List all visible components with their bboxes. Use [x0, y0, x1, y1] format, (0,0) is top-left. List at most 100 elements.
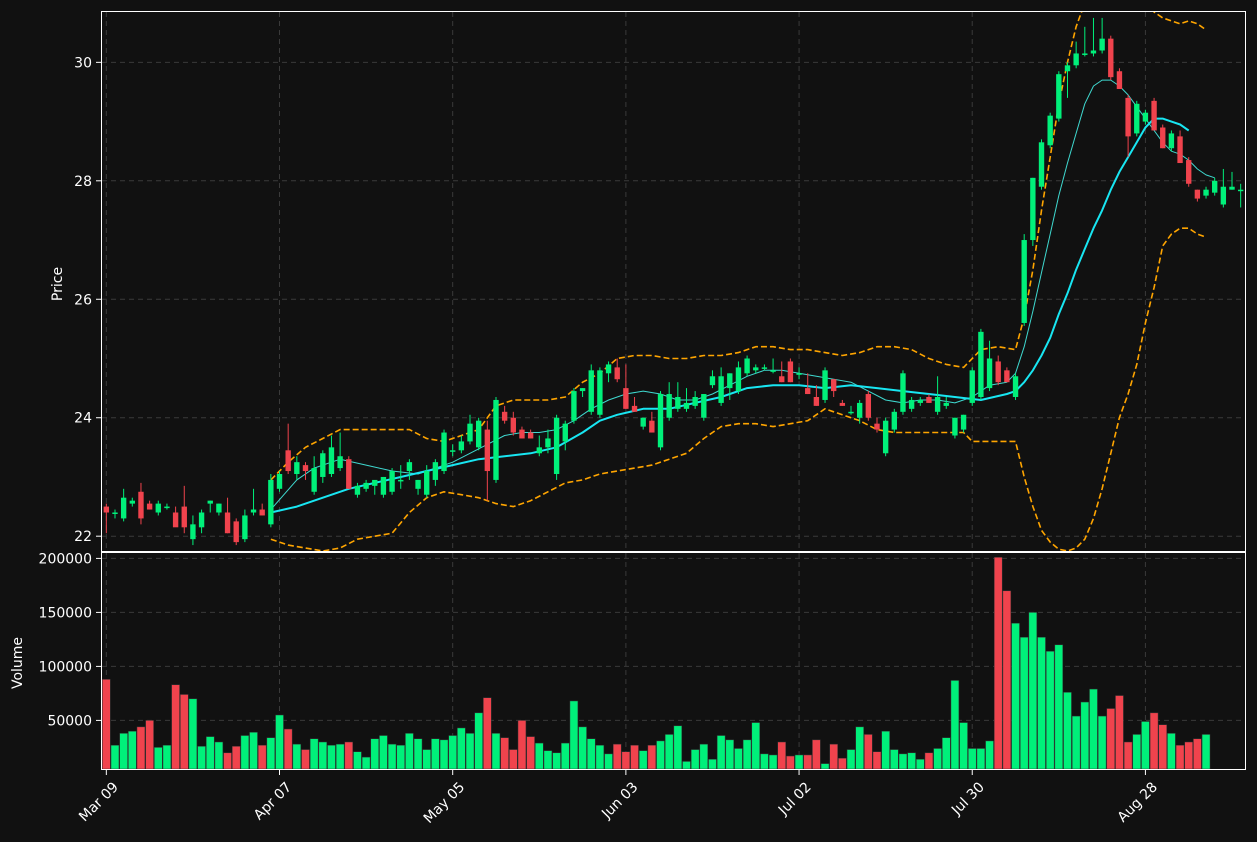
candle [164, 503, 170, 510]
candle [1194, 189, 1201, 202]
candle-body [770, 370, 776, 372]
volume-bar [812, 739, 821, 770]
candle [770, 358, 776, 374]
volume-bar [768, 754, 778, 770]
candle-body [1056, 74, 1062, 119]
candle [1160, 124, 1166, 149]
volume-bar [292, 743, 302, 770]
volume-bar [318, 741, 328, 770]
candle-body [631, 405, 638, 412]
volume-bar [725, 739, 735, 770]
volume-bar [838, 757, 847, 770]
volume-bar [734, 748, 743, 770]
volume-bar [214, 741, 224, 770]
candle [138, 482, 144, 525]
volume-bar [379, 735, 388, 770]
volume-bar [509, 749, 518, 770]
volume-bar [136, 726, 146, 770]
volume-bar [872, 751, 882, 770]
candle-body [900, 373, 906, 412]
candle [527, 429, 534, 439]
candle-body [389, 471, 395, 492]
volume-bar [110, 744, 120, 770]
volume-y-tick-label: 200000 [39, 551, 92, 567]
volume-bar [197, 746, 206, 770]
candle [900, 370, 906, 415]
candle-body [233, 521, 239, 543]
volume-bar [916, 759, 925, 770]
candle-body [813, 397, 820, 406]
candle [467, 414, 473, 445]
candle [276, 471, 283, 492]
volume-bar [517, 720, 527, 770]
candle-body [363, 482, 369, 489]
volume-y-tick-label: 100000 [39, 659, 92, 675]
volume-bar [855, 726, 864, 770]
volume-bar [760, 753, 769, 770]
candle [1116, 68, 1123, 89]
candle-body [796, 373, 802, 375]
volume-bar [266, 737, 276, 770]
candle-body [839, 402, 846, 406]
candle [856, 399, 863, 424]
candle [1012, 373, 1019, 400]
candle-body [112, 512, 118, 514]
candle [666, 382, 672, 421]
candle-body [640, 417, 646, 427]
candle [969, 367, 975, 406]
candle-body [1038, 142, 1045, 187]
candle-body [683, 402, 690, 409]
bollinger-bands [270, 12, 1207, 551]
candle-body [181, 506, 187, 528]
volume-bar [327, 744, 336, 770]
candle [753, 364, 759, 374]
candle [112, 509, 118, 519]
candle [1142, 109, 1149, 125]
candle-body [579, 388, 586, 392]
candle [701, 394, 707, 421]
candle [441, 429, 447, 474]
candle [952, 417, 958, 439]
volume-bar [1158, 724, 1167, 770]
candle [761, 364, 768, 371]
candle-body [1212, 180, 1218, 193]
volume-bar [370, 738, 379, 770]
candle-body [675, 397, 681, 409]
candle-body [805, 388, 811, 395]
volume-bar [1149, 712, 1159, 770]
candle [346, 456, 352, 489]
candle [675, 382, 681, 412]
candle [943, 397, 949, 409]
volume-bar [119, 733, 128, 770]
candle-body [346, 459, 352, 489]
candle [320, 450, 326, 483]
candle [501, 405, 508, 424]
candle [424, 465, 430, 498]
candle-body [1004, 370, 1010, 383]
price-axis-label: Price [50, 267, 66, 301]
candle-body [1073, 53, 1079, 66]
volume-bar [543, 750, 553, 770]
candle-body [995, 361, 1001, 383]
candle-body [120, 497, 127, 519]
candle-body [527, 432, 534, 439]
volume-bar [353, 751, 362, 770]
volume-bar [630, 744, 639, 770]
candle [1134, 100, 1140, 137]
candle [450, 444, 456, 457]
candle-body [1220, 186, 1227, 205]
volume-bar [240, 735, 250, 770]
candle-body [250, 509, 257, 513]
candle [172, 506, 179, 528]
candle-body [398, 479, 404, 482]
candle [1030, 177, 1036, 246]
candle-body [553, 417, 560, 474]
candle [986, 340, 993, 392]
candle [1004, 367, 1010, 383]
volume-bar [526, 736, 535, 770]
volume-bar [690, 749, 700, 770]
volume-bar [257, 744, 267, 770]
candle [787, 358, 794, 383]
candle-body [614, 367, 620, 380]
candle [917, 397, 923, 406]
